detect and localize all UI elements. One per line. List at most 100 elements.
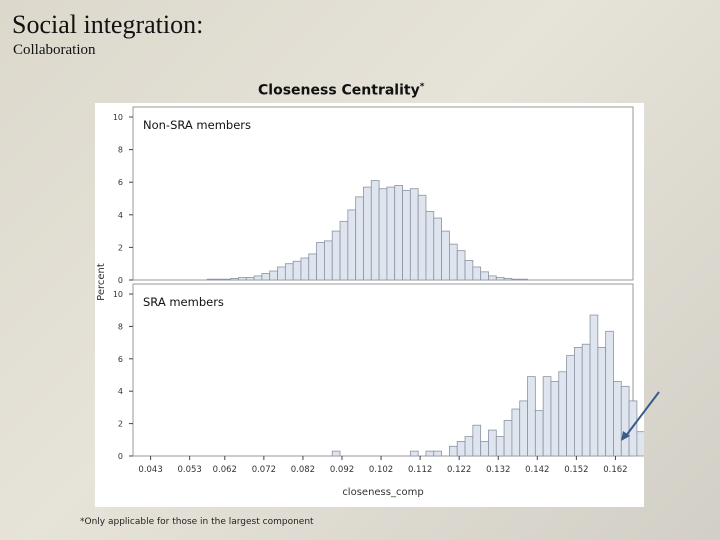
histogram-bar xyxy=(394,185,403,281)
histogram-bar xyxy=(589,314,599,457)
histogram-bar xyxy=(409,450,419,457)
histogram-bar xyxy=(597,347,607,457)
histogram-bar xyxy=(277,266,286,281)
histogram-bar xyxy=(503,277,513,281)
histogram-bar xyxy=(355,196,364,281)
histogram-bar xyxy=(449,445,458,457)
chart-title-text: Closeness Centrality xyxy=(258,82,420,99)
x-tick-label: 0.062 xyxy=(213,465,237,475)
histogram-figure: 0 2 4 6 8 10 Non-SRA members 0 2 4 6 8 10 SRA members… xyxy=(95,103,644,507)
histogram-bar xyxy=(206,278,216,281)
histogram-bar xyxy=(324,240,333,281)
y-tick-label: 8 xyxy=(118,322,123,331)
histogram-bar xyxy=(284,263,294,281)
histogram-bar xyxy=(253,275,263,281)
histogram-bar xyxy=(511,408,521,457)
y-tick-label: 0 xyxy=(118,276,123,285)
x-tick-label: 0.142 xyxy=(525,465,549,475)
histogram-bar xyxy=(449,243,458,281)
histogram-bar xyxy=(292,260,302,281)
histogram-bar xyxy=(370,180,380,281)
histogram-bar xyxy=(472,266,482,281)
y-tick-label: 2 xyxy=(118,243,123,252)
histogram-bar xyxy=(503,419,513,457)
histogram-bar xyxy=(519,278,528,281)
histogram-bar xyxy=(464,436,474,457)
x-tick-label: 0.132 xyxy=(486,465,510,475)
histogram-bar xyxy=(550,381,560,457)
histogram-bar xyxy=(472,424,482,457)
histogram-bar xyxy=(261,273,271,281)
slide-subtitle: Collaboration xyxy=(13,42,96,58)
histogram-bar xyxy=(441,230,450,281)
histogram-bar xyxy=(464,260,474,281)
histogram-bar xyxy=(620,385,630,457)
histogram-bar xyxy=(214,278,224,281)
histogram-bar xyxy=(511,278,521,281)
histogram-bar xyxy=(245,277,255,281)
histogram-bar xyxy=(519,400,528,457)
histogram-bar xyxy=(574,347,583,457)
x-tick-label: 0.162 xyxy=(603,465,627,475)
histogram-bar xyxy=(534,410,544,457)
histogram-bar xyxy=(238,277,247,281)
histogram-bar xyxy=(316,242,325,281)
histogram-bar xyxy=(433,450,442,457)
footnote: *Only applicable for those in the larges… xyxy=(80,517,314,527)
histogram-panels: 0 2 4 6 8 10 Non-SRA members 0 2 4 6 8 10 SRA members… xyxy=(96,106,644,498)
histogram-bar xyxy=(542,376,552,457)
histogram-bar xyxy=(347,209,357,281)
histogram-bar xyxy=(605,330,614,457)
histogram-bar xyxy=(339,220,349,281)
histogram-bar xyxy=(417,194,427,281)
y-tick-label: 6 xyxy=(118,355,123,364)
histogram-bar xyxy=(581,343,591,457)
histogram-bar xyxy=(402,189,411,281)
histogram-bar xyxy=(378,188,388,281)
y-axis-label: Percent xyxy=(96,263,107,301)
histogram-bar xyxy=(527,376,536,457)
histogram-bar xyxy=(269,270,278,281)
histogram-bar xyxy=(331,230,341,281)
y-tick-label: 8 xyxy=(118,146,123,155)
y-tick-label: 10 xyxy=(113,290,123,299)
histogram-bar xyxy=(425,211,435,281)
x-tick-label: 0.122 xyxy=(447,465,471,475)
histogram-bar xyxy=(488,275,497,281)
chart-title-marker: * xyxy=(419,82,425,92)
histogram-bar xyxy=(363,186,372,281)
histogram-bar xyxy=(566,355,575,457)
histogram-bar xyxy=(628,400,638,457)
histogram-bar xyxy=(495,277,505,281)
panel-label: SRA members xyxy=(143,295,224,309)
x-tick-label: 0.043 xyxy=(138,465,162,475)
y-tick-label: 6 xyxy=(118,178,123,187)
y-tick-label: 4 xyxy=(118,211,123,220)
histogram-bar xyxy=(409,188,419,281)
x-tick-label: 0.053 xyxy=(177,465,201,475)
y-tick-label: 2 xyxy=(118,420,123,429)
histogram-bar xyxy=(495,436,505,457)
histogram-bar xyxy=(331,450,341,457)
histogram-bar xyxy=(558,371,567,457)
y-tick-label: 10 xyxy=(113,113,123,122)
histogram-bar xyxy=(308,253,317,281)
histogram-bar xyxy=(386,186,396,281)
x-tick-label: 0.072 xyxy=(252,465,276,475)
x-tick-label: 0.092 xyxy=(330,465,354,475)
chart-title: Closeness Centrality* xyxy=(258,82,424,99)
histogram-bar xyxy=(425,450,435,457)
histogram-bar xyxy=(300,257,310,281)
x-tick-label: 0.082 xyxy=(291,465,315,475)
histogram-bar xyxy=(613,381,622,457)
histogram-bar xyxy=(433,217,442,281)
histogram-bar xyxy=(480,271,489,281)
histogram-bar xyxy=(488,429,497,457)
x-axis-label: closeness_comp xyxy=(342,487,423,498)
x-tick-label: 0.112 xyxy=(408,465,432,475)
histogram-bar xyxy=(636,431,644,457)
x-tick-label: 0.152 xyxy=(564,465,588,475)
x-tick-label: 0.102 xyxy=(369,465,393,475)
histogram-bar xyxy=(230,277,239,281)
slide-title: Social integration: xyxy=(12,10,204,39)
